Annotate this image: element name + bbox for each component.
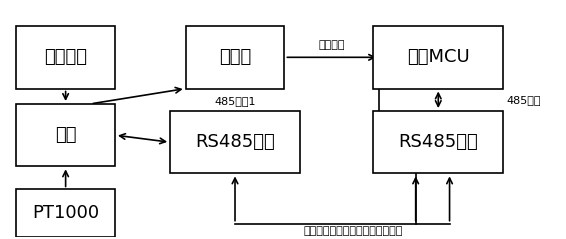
Bar <box>374 111 503 174</box>
Text: 通信取图: 通信取图 <box>319 40 345 50</box>
Bar <box>186 26 284 89</box>
Text: 加热玻璃: 加热玻璃 <box>44 48 87 66</box>
Text: 摄像机: 摄像机 <box>219 48 251 66</box>
Text: 485主机: 485主机 <box>506 95 541 105</box>
Bar <box>16 190 115 237</box>
Text: RS485模块: RS485模块 <box>195 133 275 151</box>
Bar <box>170 111 300 174</box>
Bar <box>16 26 115 89</box>
Bar <box>374 26 503 89</box>
Text: 主控MCU: 主控MCU <box>407 48 470 66</box>
Text: RS485模块: RS485模块 <box>398 133 478 151</box>
Bar <box>16 104 115 166</box>
Text: 485从机1: 485从机1 <box>215 96 256 106</box>
Text: PT1000: PT1000 <box>32 204 99 222</box>
Text: 温湿度数据、摄像机电源开关指令: 温湿度数据、摄像机电源开关指令 <box>304 226 403 236</box>
Text: 子机: 子机 <box>55 126 76 144</box>
